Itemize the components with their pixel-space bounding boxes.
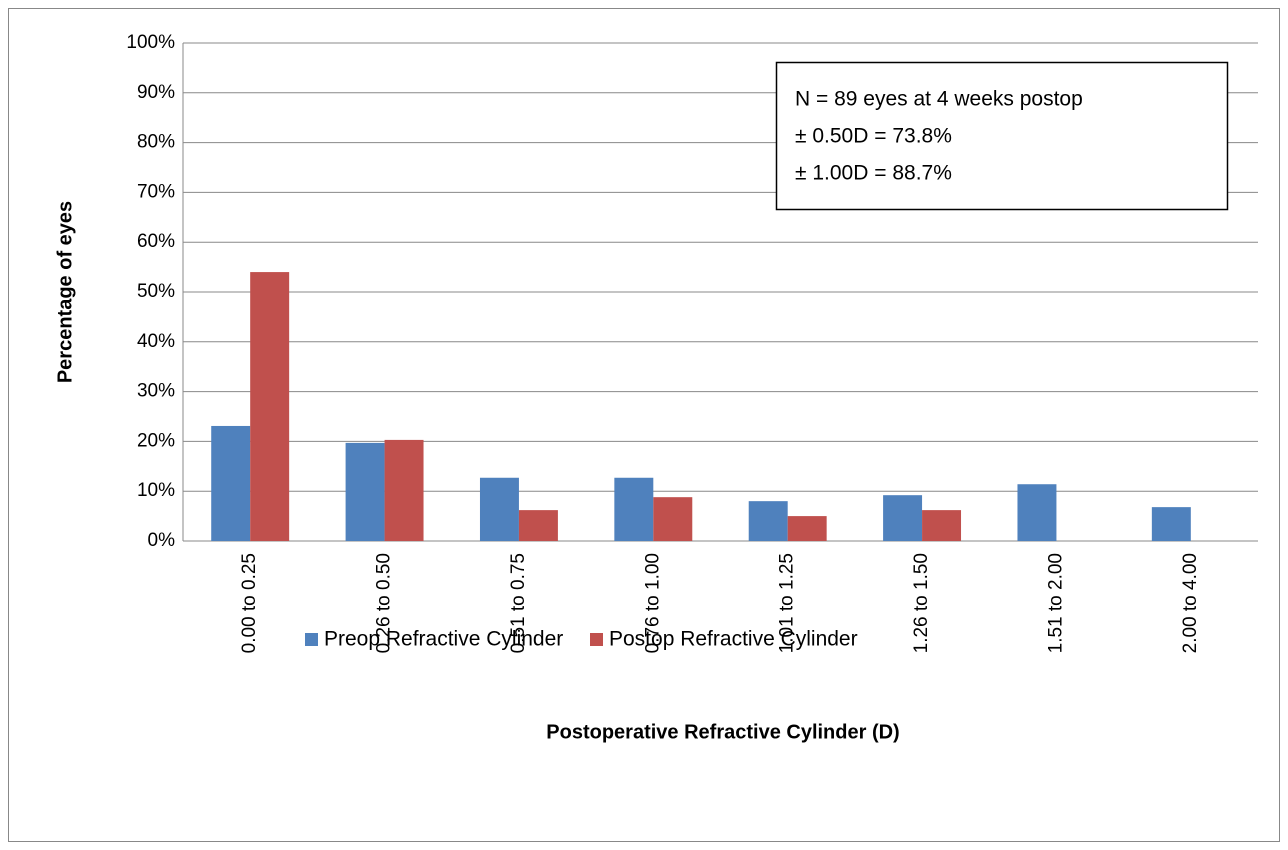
annotation-text: N = 89 eyes at 4 weeks postop <box>795 88 1083 111</box>
bar <box>883 495 923 541</box>
y-tick-label: 70% <box>137 181 175 202</box>
bar <box>653 497 693 541</box>
legend-label: Postop Refractive Cylinder <box>609 628 858 651</box>
x-tick-label: 0.00 to 0.25 <box>239 553 260 653</box>
annotation-box <box>775 61 1229 211</box>
bar <box>384 439 424 541</box>
bar <box>479 477 519 541</box>
y-tick-label: 100% <box>126 32 175 53</box>
x-tick-label: 1.26 to 1.50 <box>911 553 932 653</box>
y-tick-label: 60% <box>137 231 175 252</box>
x-tick-label: 1.01 to 1.25 <box>777 553 798 653</box>
bar <box>748 501 788 541</box>
bar <box>211 425 251 541</box>
x-tick-label: 0.51 to 0.75 <box>508 553 529 653</box>
bar <box>787 516 827 541</box>
legend-swatch <box>305 633 318 646</box>
annotation-text: ± 1.00D = 88.7% <box>795 162 952 185</box>
y-tick-label: 10% <box>137 480 175 501</box>
x-tick-label: 2.00 to 4.00 <box>1180 553 1201 653</box>
y-tick-label: 50% <box>137 281 175 302</box>
annotation-text: ± 0.50D = 73.8% <box>795 125 952 148</box>
bar <box>614 477 654 541</box>
y-tick-label: 90% <box>137 82 175 103</box>
bar <box>1017 484 1057 541</box>
legend-label: Preop Refractive Cylinder <box>324 628 563 651</box>
x-tick-label: 1.51 to 2.00 <box>1045 553 1066 653</box>
bar <box>1151 507 1191 541</box>
y-tick-label: 30% <box>137 381 175 402</box>
legend-swatch <box>590 633 603 646</box>
bar <box>518 510 558 541</box>
y-tick-label: 20% <box>137 430 175 451</box>
bar <box>922 510 962 541</box>
bar <box>345 442 385 541</box>
x-tick-label: 0.26 to 0.50 <box>374 553 395 653</box>
bar <box>250 272 290 541</box>
x-tick-label: 0.76 to 1.00 <box>642 553 663 653</box>
x-axis-label: Postoperative Refractive Cylinder (D) <box>546 721 899 743</box>
y-tick-label: 0% <box>148 530 176 551</box>
y-tick-label: 40% <box>137 331 175 352</box>
y-axis-label: Percentage of eyes <box>54 201 76 383</box>
y-tick-label: 80% <box>137 132 175 153</box>
